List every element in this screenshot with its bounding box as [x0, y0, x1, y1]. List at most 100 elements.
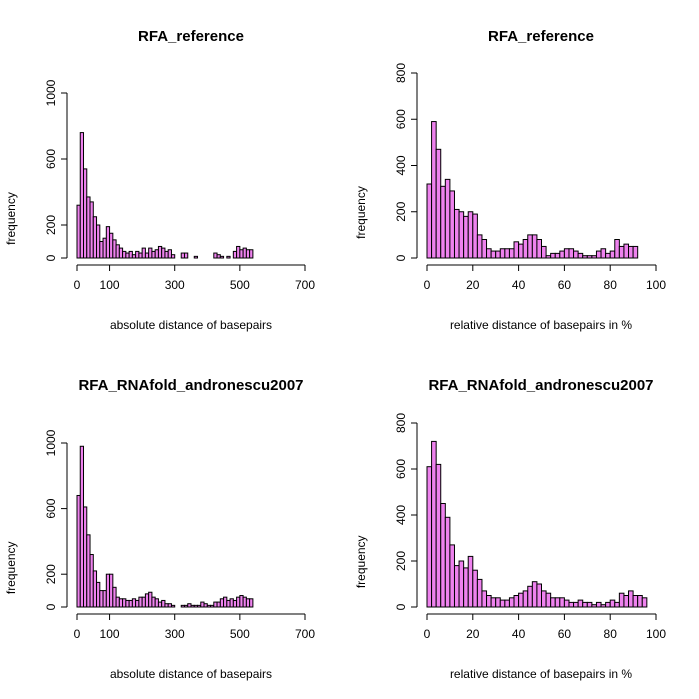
histogram-bar	[536, 239, 542, 259]
histogram-bar	[545, 255, 552, 259]
y-tick-label: 200	[394, 201, 408, 221]
histogram-bar	[249, 598, 254, 608]
x-tick-label: 0	[74, 278, 81, 292]
histogram-bar	[486, 595, 492, 608]
histogram-bar	[577, 252, 584, 259]
panel-absolute-rnafold: RFA_RNAfold_andronescu2007 absolute dist…	[4, 377, 315, 681]
histogram-bar	[170, 254, 176, 259]
histogram-bar	[467, 211, 474, 259]
y-tick-label: 600	[394, 459, 408, 479]
x-tick-label: 500	[230, 627, 250, 641]
histogram-bar	[536, 583, 542, 608]
histogram-bar	[600, 248, 607, 259]
bars	[426, 121, 639, 259]
histogram-bar	[618, 592, 625, 608]
histogram-bar	[550, 252, 556, 259]
histogram-bar	[504, 248, 510, 259]
y-tick-label: 200	[44, 215, 58, 235]
histogram-bar	[623, 243, 630, 259]
histogram-bar	[573, 250, 579, 259]
histogram-bar	[495, 597, 501, 608]
histogram-bar	[444, 178, 451, 259]
y-tick-label: 0	[44, 603, 58, 610]
x-tick-label: 0	[424, 627, 431, 641]
histogram-bar	[513, 595, 520, 608]
histogram-bar	[522, 590, 529, 608]
y-tick-label: 1000	[44, 79, 58, 106]
x-tick-label: 20	[466, 627, 480, 641]
histogram-bar	[431, 440, 437, 608]
histogram-bar	[435, 148, 442, 259]
histogram-bar	[463, 215, 469, 259]
histogram-bar	[518, 592, 524, 608]
x-axis: 0 100 300 500 700	[74, 264, 315, 292]
histogram-bar	[600, 604, 607, 608]
histogram-bar	[582, 255, 588, 259]
panel-title: RFA_reference	[138, 28, 244, 45]
histogram-bar	[527, 234, 533, 259]
x-tick-label: 0	[424, 278, 431, 292]
x-tick-label: 60	[558, 278, 572, 292]
histogram-bar	[641, 597, 648, 608]
histogram-bar	[444, 516, 451, 608]
histogram-bar	[522, 239, 529, 259]
histogram-bar	[563, 248, 570, 259]
histogram-bar	[504, 599, 510, 608]
histogram-bar	[545, 592, 552, 608]
histogram-bar	[453, 208, 460, 259]
histogram-bar	[226, 255, 231, 259]
histogram-bar	[508, 597, 515, 608]
panel-relative-rnafold: RFA_RNAfold_andronescu2007 relative dist…	[354, 377, 666, 681]
histogram-bar	[632, 245, 639, 259]
histogram-bar	[605, 252, 611, 259]
bars	[426, 440, 648, 608]
histogram-bar	[167, 249, 172, 259]
histogram-bar	[495, 250, 501, 259]
x-tick-label: 700	[295, 278, 315, 292]
panel-title: RFA_RNAfold_andronescu2007	[78, 377, 303, 394]
y-tick-label: 400	[394, 505, 408, 525]
y-axis: 0 200 400 600 800	[394, 63, 418, 261]
histogram-bar	[508, 248, 515, 259]
histogram-bar	[476, 234, 483, 259]
x-tick-label: 300	[165, 278, 185, 292]
histogram-bar	[591, 255, 597, 259]
y-axis-label: frequency	[4, 192, 18, 245]
histogram-bar	[605, 601, 611, 608]
histogram-bar	[449, 544, 455, 608]
x-tick-label: 100	[100, 278, 120, 292]
x-axis-label: absolute distance of basepairs	[110, 318, 272, 332]
y-axis: 0 200 400 600 800	[394, 413, 418, 610]
y-tick-label: 200	[44, 564, 58, 584]
histogram-bar	[531, 581, 538, 608]
y-tick-label: 800	[394, 63, 408, 83]
histogram-bar	[458, 211, 465, 259]
x-tick-label: 80	[604, 278, 618, 292]
histogram-bar	[499, 599, 506, 608]
histogram-bar	[586, 255, 593, 259]
x-tick-label: 100	[646, 627, 666, 641]
x-axis: 0 100 300 500 700	[74, 613, 315, 641]
histogram-bar	[472, 569, 478, 608]
x-axis: 0 20 40 60 80 100	[424, 613, 666, 641]
histogram-bar	[440, 185, 446, 259]
histogram-bar	[595, 250, 602, 259]
histogram-bar	[586, 601, 593, 608]
histogram-bar	[426, 466, 433, 608]
panel-title: RFA_RNAfold_andronescu2007	[428, 377, 653, 394]
x-tick-label: 40	[512, 627, 526, 641]
histogram-bar	[554, 252, 561, 259]
histogram-bar	[463, 567, 469, 608]
y-tick-label: 0	[44, 254, 58, 261]
x-axis-label: relative distance of basepairs in %	[450, 318, 632, 332]
y-tick-label: 400	[394, 155, 408, 175]
histogram-bar	[632, 595, 639, 608]
histogram-bar	[481, 590, 488, 608]
y-tick-label: 600	[394, 109, 408, 129]
histogram-bar	[609, 599, 616, 608]
histogram-bar	[591, 604, 597, 608]
panel-title: RFA_reference	[488, 28, 594, 45]
x-tick-label: 80	[604, 627, 618, 641]
histogram-bar	[568, 248, 575, 259]
x-axis-label: relative distance of basepairs in %	[450, 667, 632, 681]
